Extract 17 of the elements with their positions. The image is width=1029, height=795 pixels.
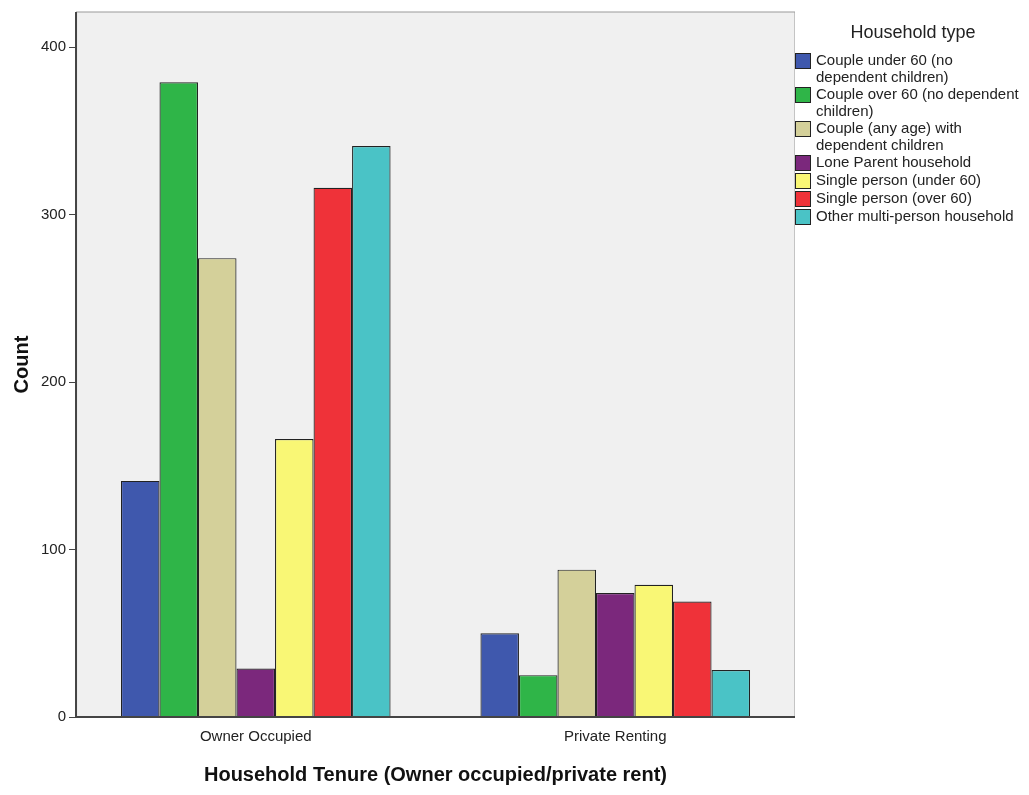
- legend-label: Lone Parent household: [816, 153, 972, 170]
- legend-label: Other multi-person household: [816, 207, 1014, 224]
- y-tick-label: 300: [41, 204, 67, 222]
- legend-label: Couple under 60 (no dependent children): [816, 51, 954, 85]
- y-axis-title: Count: [9, 335, 32, 394]
- legend-label: Single person (under 60): [816, 171, 982, 188]
- y-tick-label: 0: [57, 707, 67, 725]
- legend-label: Couple (any age) with dependent children: [816, 119, 963, 153]
- x-tick-label: Owner Occupied: [199, 727, 312, 745]
- y-tick-label: 200: [41, 372, 67, 390]
- legend-label: Couple over 60 (no dependent children): [816, 85, 1020, 119]
- legend-title: Household type: [849, 22, 977, 43]
- x-axis-title: Household Tenure (Owner occupied/private rent): [204, 762, 668, 785]
- x-tick-label: Private Renting: [563, 727, 667, 745]
- legend-label: Single person (over 60): [816, 189, 972, 206]
- y-tick-label: 100: [41, 539, 67, 557]
- y-tick-label: 400: [41, 37, 67, 55]
